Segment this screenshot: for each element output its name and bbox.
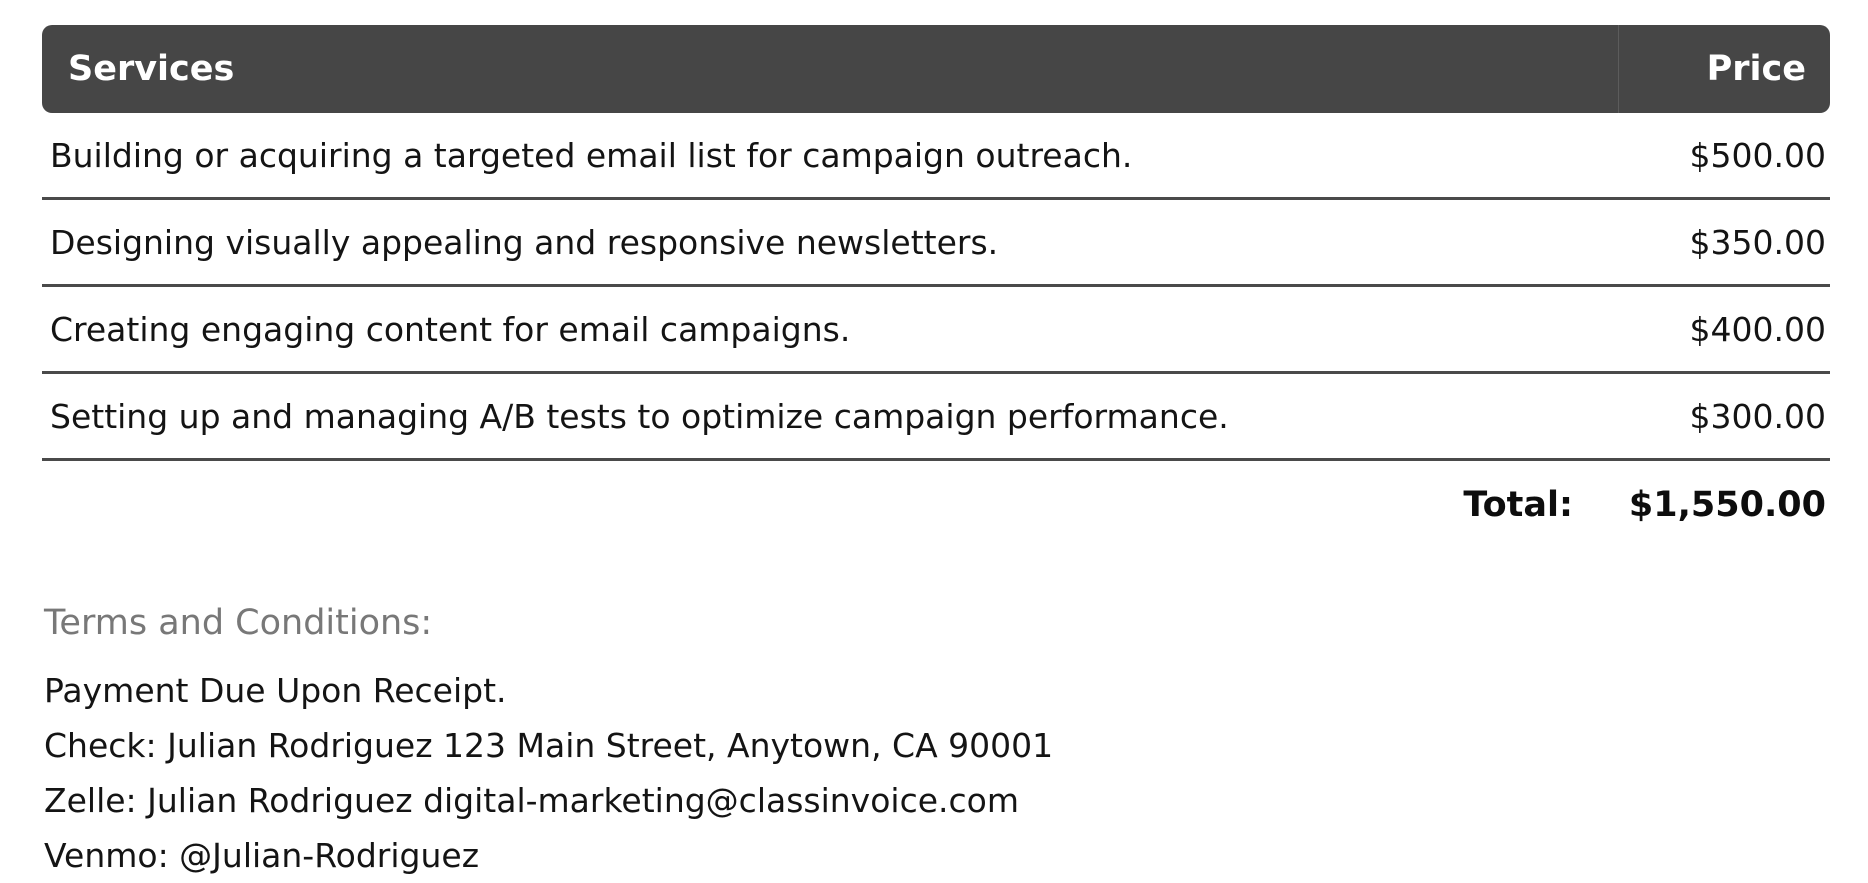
terms-line-venmo: Venmo: @Julian-Rodriguez — [44, 836, 480, 875]
price-column-header: Price — [1618, 25, 1830, 113]
table-row: Designing visually appealing and respons… — [42, 200, 1830, 287]
service-description: Creating engaging content for email camp… — [50, 309, 851, 349]
services-table-header: Services Price — [42, 25, 1830, 113]
service-description: Building or acquiring a targeted email l… — [50, 135, 1133, 175]
total-label: Total: — [1463, 484, 1573, 525]
invoice-document: Services Price Building or acquiring a t… — [42, 25, 1830, 883]
service-price: $500.00 — [1689, 135, 1826, 175]
services-column-header: Services — [68, 49, 235, 89]
terms-line-zelle: Zelle: Julian Rodriguez digital-marketin… — [44, 781, 1019, 820]
table-row: Building or acquiring a targeted email l… — [42, 113, 1830, 200]
terms-section: Terms and Conditions: Payment Due Upon R… — [42, 603, 1830, 883]
total-value: $1,550.00 — [1628, 484, 1826, 525]
table-row: Setting up and managing A/B tests to opt… — [42, 374, 1830, 461]
service-description: Setting up and managing A/B tests to opt… — [50, 396, 1229, 436]
total-row: Total: $1,550.00 — [42, 461, 1830, 548]
service-price: $400.00 — [1689, 309, 1826, 349]
table-row: Creating engaging content for email camp… — [42, 287, 1830, 374]
service-price: $300.00 — [1689, 396, 1826, 436]
service-description: Designing visually appealing and respons… — [50, 222, 999, 262]
service-price: $350.00 — [1689, 222, 1826, 262]
terms-line-payment: Payment Due Upon Receipt. — [44, 671, 507, 710]
terms-line-check: Check: Julian Rodriguez 123 Main Street,… — [44, 726, 1054, 765]
terms-heading: Terms and Conditions: — [44, 603, 433, 643]
